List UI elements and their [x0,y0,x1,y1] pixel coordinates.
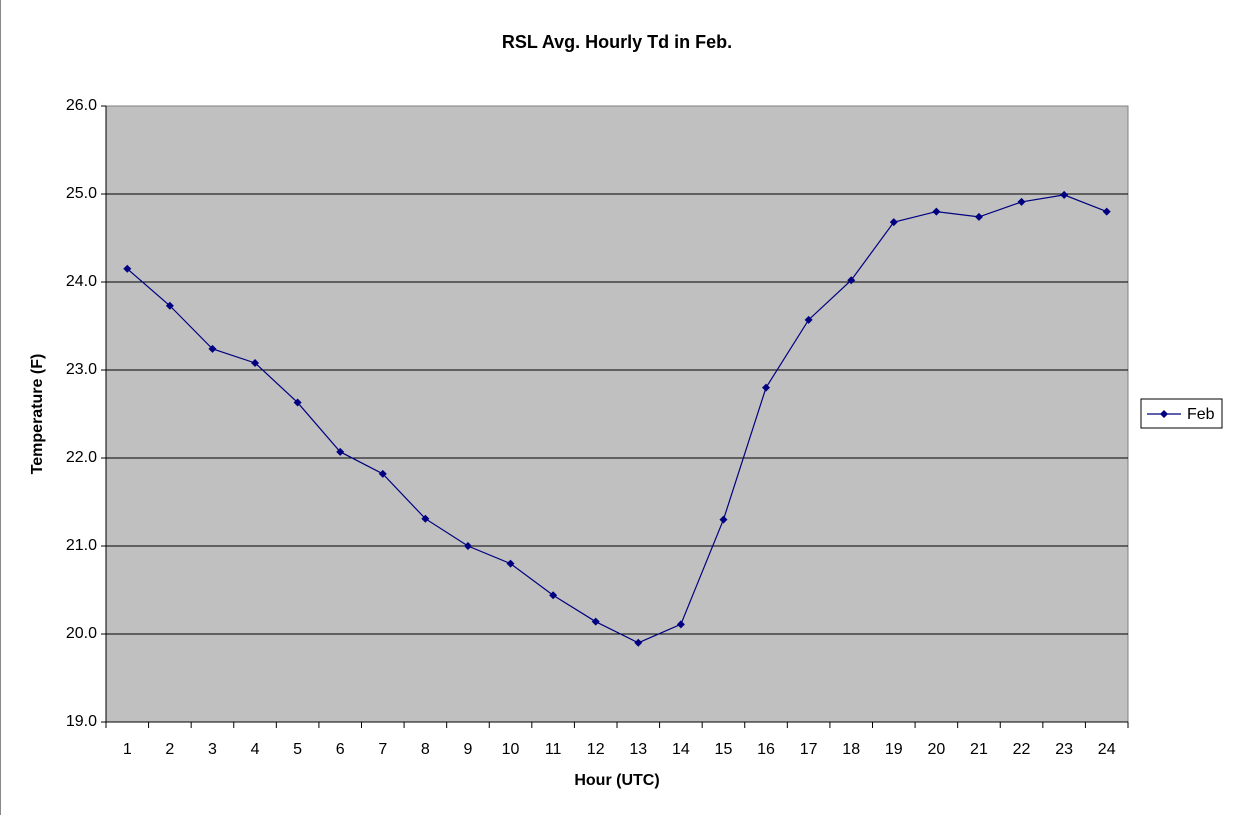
marker [506,559,515,568]
x-tick-label: 19 [885,741,903,758]
x-tick-label: 1 [123,741,132,758]
marker [932,207,941,216]
x-tick-label: 22 [1013,741,1031,758]
marker [123,264,132,273]
x-tick-label: 14 [672,741,690,758]
x-tick-label: 17 [800,741,818,758]
marker [719,515,728,524]
x-tick-label: 8 [421,741,430,758]
y-tick-label: 23.0 [66,361,97,378]
x-tick-label: 16 [757,741,775,758]
marker [847,276,856,285]
y-tick-label: 21.0 [66,537,97,554]
x-tick-label: 21 [970,741,988,758]
marker [165,301,174,310]
x-tick-label: 11 [545,741,562,758]
x-tick-label: 6 [336,741,345,758]
x-tick-label: 20 [927,741,945,758]
marker [463,542,472,550]
x-tick-label: 7 [378,741,387,758]
x-tick-label: 18 [842,741,860,758]
x-tick-label: 10 [502,741,520,758]
x-tick-label: 15 [715,741,733,758]
y-tick-label: 22.0 [66,449,97,466]
legend: Feb [1140,398,1223,429]
x-tick-label: 5 [293,741,302,758]
y-tick-label: 26.0 [66,97,97,114]
x-tick-label: 2 [165,741,174,758]
marker [804,315,813,324]
series-line [126,194,1107,644]
y-axis-label: Temperature (F) [29,354,46,475]
marker [549,591,558,600]
y-tick-label: 19.0 [66,713,97,730]
y-tick-label: 20.0 [66,625,97,642]
x-tick-label: 12 [587,741,605,758]
marker [634,638,643,647]
marker [974,212,983,221]
y-tick-label: 24.0 [66,273,97,290]
marker [251,358,260,367]
x-tick-label: 9 [464,741,473,758]
marker [591,617,600,626]
marker [421,514,430,523]
legend-marker [1160,410,1168,418]
x-tick-label: 3 [208,741,217,758]
y-tick-label: 25.0 [66,185,97,202]
marker [762,383,771,392]
marker [293,398,302,407]
marker [336,447,345,456]
marker [378,469,387,478]
x-tick-label: 13 [629,741,647,758]
x-tick-label: 24 [1098,741,1116,758]
marker [676,620,685,629]
x-tick-label: 4 [251,741,260,758]
marker [1102,207,1111,216]
plot-area [105,105,1129,723]
marker [1017,197,1026,206]
x-tick-label: 23 [1055,741,1073,758]
marker [1060,190,1069,199]
chart-title: RSL Avg. Hourly Td in Feb. [502,32,732,52]
marker [889,218,898,227]
legend-label: Feb [1187,406,1215,423]
marker [208,344,217,353]
x-axis-label: Hour (UTC) [574,772,659,789]
